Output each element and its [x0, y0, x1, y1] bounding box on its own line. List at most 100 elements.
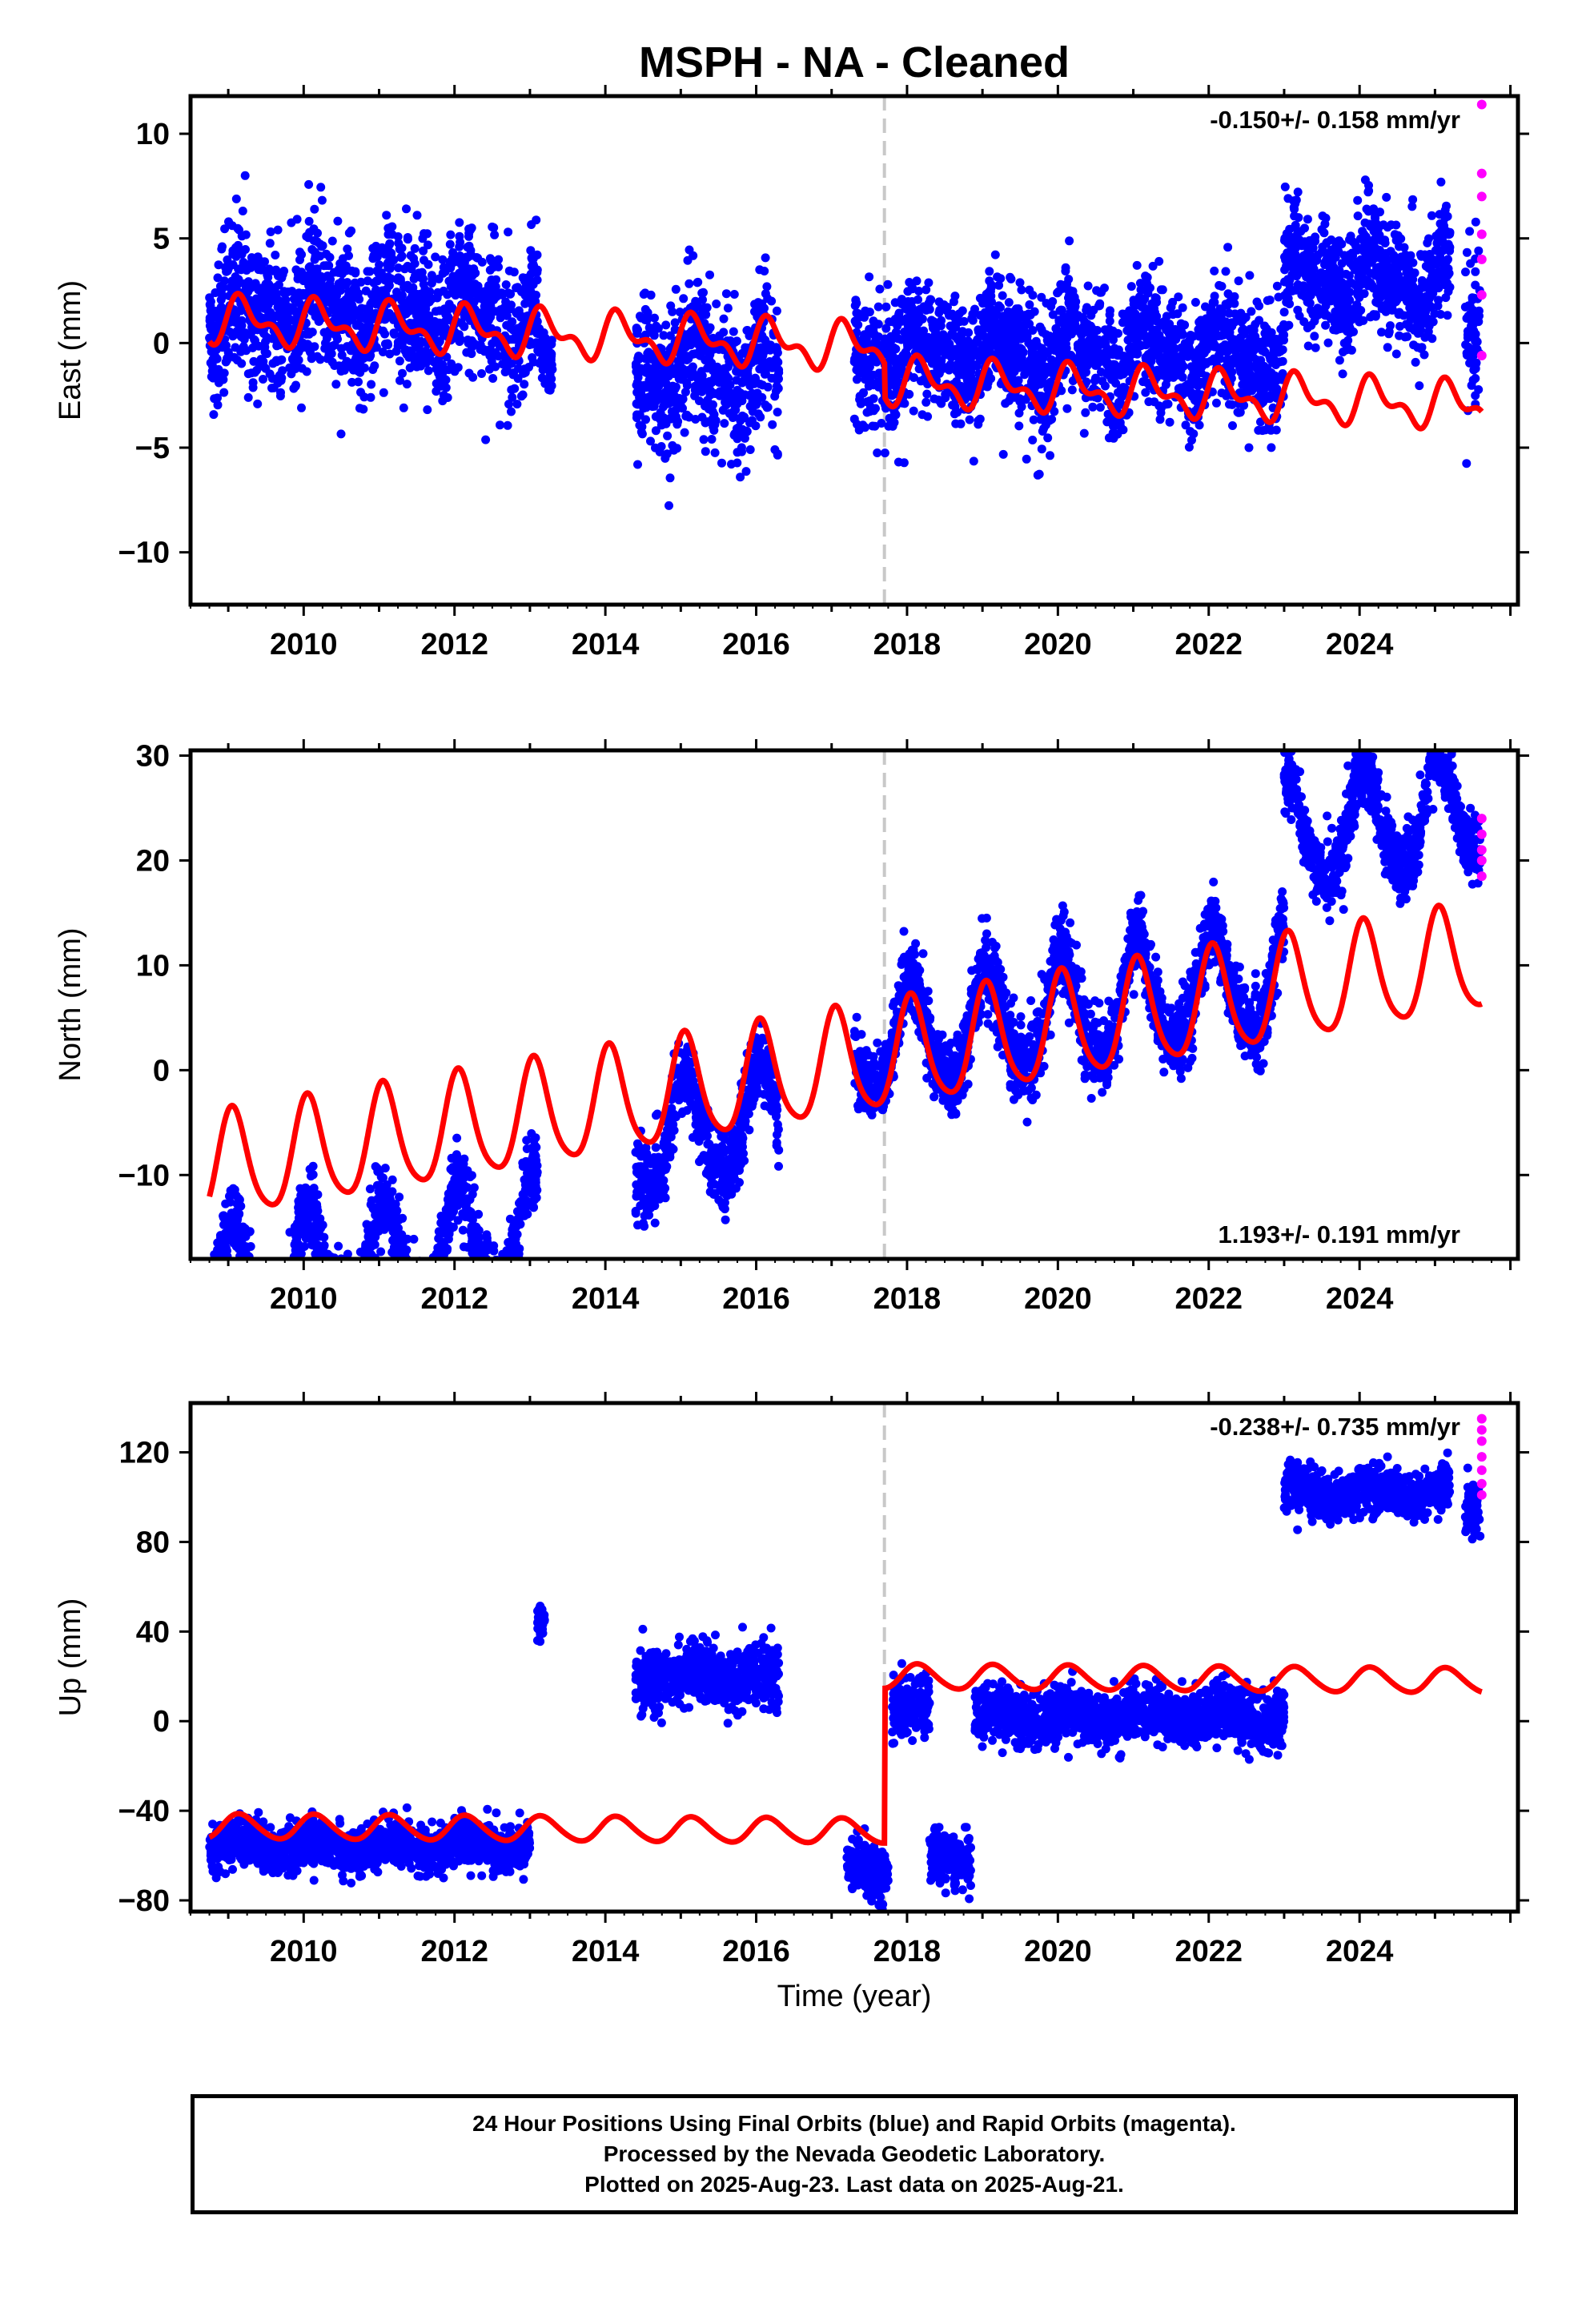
final-point [894, 308, 904, 318]
final-point [434, 368, 444, 378]
final-point [909, 406, 918, 416]
final-point [512, 400, 522, 409]
final-point [1279, 291, 1289, 300]
final-point [367, 380, 376, 389]
final-point [1279, 330, 1289, 340]
final-point [1031, 368, 1040, 378]
final-point [880, 448, 889, 458]
final-point [1121, 356, 1130, 364]
final-point [489, 223, 499, 232]
final-point [432, 387, 441, 396]
final-point [914, 287, 924, 296]
final-point [445, 239, 455, 249]
final-point [858, 364, 868, 374]
final-point [1303, 297, 1312, 307]
final-point [1374, 268, 1383, 277]
final-point [336, 429, 346, 439]
final-point [752, 400, 761, 409]
final-point [1286, 255, 1295, 265]
final-point [959, 370, 969, 380]
final-point [856, 399, 865, 408]
final-point [1017, 285, 1026, 295]
final-point [1100, 325, 1110, 335]
final-point [263, 349, 271, 359]
final-point [1106, 306, 1114, 316]
final-point [1363, 207, 1373, 216]
final-point [1433, 236, 1443, 246]
final-point [514, 364, 523, 373]
final-point [1375, 231, 1384, 239]
final-point [1200, 327, 1209, 336]
final-point [693, 301, 703, 311]
final-point [889, 418, 899, 428]
final-point [873, 448, 882, 457]
final-point [342, 266, 351, 275]
final-point [505, 289, 515, 299]
final-point [324, 261, 334, 271]
final-point [683, 255, 693, 265]
final-point [383, 230, 393, 239]
final-point [710, 448, 720, 457]
final-point [249, 260, 259, 270]
final-point [767, 373, 777, 383]
final-point [520, 287, 530, 296]
final-point [326, 275, 335, 284]
final-point [633, 460, 642, 469]
final-point [464, 224, 474, 234]
final-point [720, 419, 729, 428]
final-point [424, 240, 432, 250]
rapid-point [1476, 254, 1487, 264]
final-point [881, 302, 891, 312]
final-point [457, 267, 467, 276]
final-point [398, 368, 407, 378]
final-point [1004, 298, 1014, 308]
final-point [343, 244, 352, 254]
final-point [1285, 224, 1295, 234]
final-point [1474, 246, 1484, 255]
final-point [491, 282, 500, 292]
final-point [1144, 397, 1154, 407]
final-point [207, 366, 217, 376]
final-point [1399, 243, 1409, 252]
final-point [1242, 360, 1251, 370]
final-point [1356, 306, 1366, 315]
final-point [1275, 357, 1285, 367]
final-point [924, 278, 934, 287]
final-point [1188, 392, 1197, 401]
final-point [873, 302, 883, 312]
final-point [635, 352, 644, 362]
final-point [1075, 356, 1085, 365]
final-point [311, 270, 321, 279]
final-point [1390, 230, 1399, 239]
final-point [1145, 332, 1154, 341]
final-point [265, 369, 275, 379]
final-point [1408, 195, 1418, 204]
final-point [1335, 356, 1344, 365]
final-point [220, 224, 230, 234]
final-point [481, 435, 491, 444]
final-point [1413, 316, 1423, 326]
final-point [1028, 291, 1038, 300]
final-point [371, 286, 381, 296]
final-point [1065, 236, 1074, 246]
final-point [1095, 287, 1105, 297]
final-point [431, 252, 440, 262]
final-point [688, 362, 697, 372]
final-point [1360, 175, 1370, 185]
final-point [1407, 323, 1416, 332]
final-point [1316, 292, 1325, 301]
final-point [1293, 187, 1303, 197]
final-point [505, 304, 515, 314]
final-point [1014, 421, 1024, 431]
final-point [723, 304, 733, 313]
final-point [305, 227, 315, 237]
final-point [661, 379, 671, 388]
final-point [1225, 297, 1235, 307]
final-point [693, 277, 703, 287]
final-point [424, 366, 433, 376]
final-point [347, 226, 356, 235]
final-point [1287, 236, 1296, 245]
final-point [761, 362, 770, 372]
final-point [1014, 408, 1024, 418]
final-point [869, 370, 878, 380]
